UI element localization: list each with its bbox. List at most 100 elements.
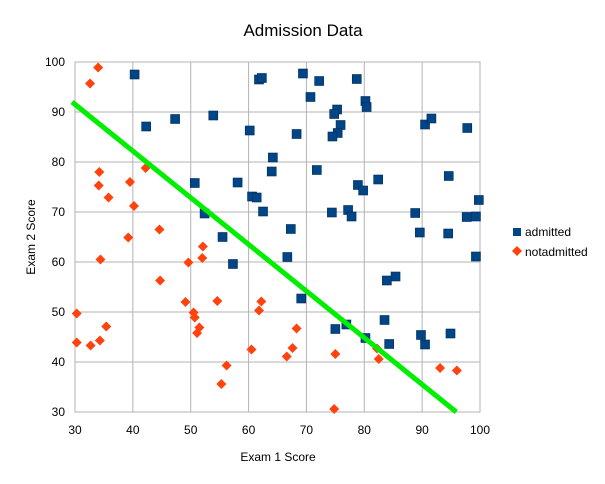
point-admitted [251,192,262,203]
point-notadmitted [330,349,341,359]
point-admitted [384,339,394,349]
point-admitted [329,109,340,119]
x-axis-ticks: 30 40 50 60 70 80 90 100 [68,423,490,437]
point-notadmitted [212,296,223,306]
point-notadmitted [71,308,82,319]
point-admitted [244,125,255,136]
point-admitted [351,74,362,84]
point-notadmitted [85,340,96,351]
x-tick-label: 100 [470,423,490,437]
legend: admitted notadmitted [512,225,588,259]
point-admitted [474,195,484,205]
point-notadmitted [95,254,106,265]
data-points [71,62,484,414]
point-admitted [471,251,481,262]
legend-marker-notadmitted [512,246,522,256]
point-notadmitted [124,177,135,187]
x-tick-label: 40 [126,423,140,437]
point-notadmitted [451,365,462,376]
point-notadmitted [281,351,292,362]
decision-boundary-line [70,100,458,414]
point-admitted [330,324,341,334]
point-admitted [461,212,472,222]
point-notadmitted [101,321,112,332]
point-admitted [443,171,454,181]
y-tick-label: 60 [52,255,66,269]
point-notadmitted [291,323,302,334]
point-notadmitted [155,275,166,286]
legend-marker-admitted [513,228,521,236]
point-notadmitted [192,328,203,338]
point-admitted [298,68,308,79]
point-notadmitted [103,192,114,203]
y-tick-label: 80 [52,155,66,169]
point-admitted [286,224,296,234]
x-tick-label: 50 [184,423,198,437]
point-admitted [141,121,151,132]
point-notadmitted [373,354,384,364]
legend-label-notadmitted: notadmitted [525,245,588,259]
point-admitted [232,177,243,188]
point-admitted [291,129,302,139]
point-admitted [314,76,324,86]
point-admitted [189,178,200,188]
point-notadmitted [183,257,194,268]
point-admitted [258,206,268,217]
point-notadmitted [154,224,165,235]
y-axis-ticks: 30 40 50 60 70 80 90 100 [45,55,65,419]
point-admitted [346,211,357,222]
point-notadmitted [221,360,232,371]
point-notadmitted [123,232,134,243]
point-notadmitted [94,167,105,177]
point-admitted [208,110,219,121]
point-admitted [382,275,392,286]
point-admitted [335,120,346,130]
point-admitted [312,165,322,175]
point-admitted [129,69,140,80]
point-admitted [415,227,425,238]
point-notadmitted [246,344,257,355]
point-admitted [327,131,338,142]
point-admitted [410,208,421,218]
point-admitted [170,114,180,124]
point-notadmitted [93,62,104,73]
point-notadmitted [93,180,104,191]
point-admitted [353,180,363,190]
point-admitted [305,92,316,102]
point-admitted [217,232,228,242]
point-admitted [379,315,390,325]
y-tick-label: 50 [52,305,66,319]
point-admitted [296,293,307,304]
point-notadmitted [180,297,191,307]
point-notadmitted [197,241,208,252]
decision-boundary-group [70,100,458,414]
point-notadmitted [94,335,105,346]
point-admitted [266,166,277,177]
point-admitted [257,73,267,83]
point-admitted [282,252,293,262]
plot-area-frame [74,61,481,413]
y-tick-label: 40 [52,355,66,369]
point-admitted [416,330,426,340]
point-admitted [390,271,401,282]
point-admitted [228,259,238,269]
point-notadmitted [287,343,298,353]
point-admitted [443,228,453,239]
point-notadmitted [435,363,446,373]
x-axis-label: Exam 1 Score [240,450,316,464]
point-notadmitted [197,253,208,263]
point-notadmitted [189,312,200,323]
x-tick-label: 60 [242,423,256,437]
point-notadmitted [85,78,96,89]
point-admitted [358,185,368,196]
y-tick-label: 30 [52,405,66,419]
point-admitted [361,102,372,112]
point-admitted [327,207,337,218]
x-tick-label: 80 [358,423,372,437]
point-admitted [373,174,383,185]
point-admitted [471,211,481,222]
point-admitted [420,339,430,350]
x-tick-label: 70 [300,423,314,437]
point-notadmitted [71,337,82,348]
